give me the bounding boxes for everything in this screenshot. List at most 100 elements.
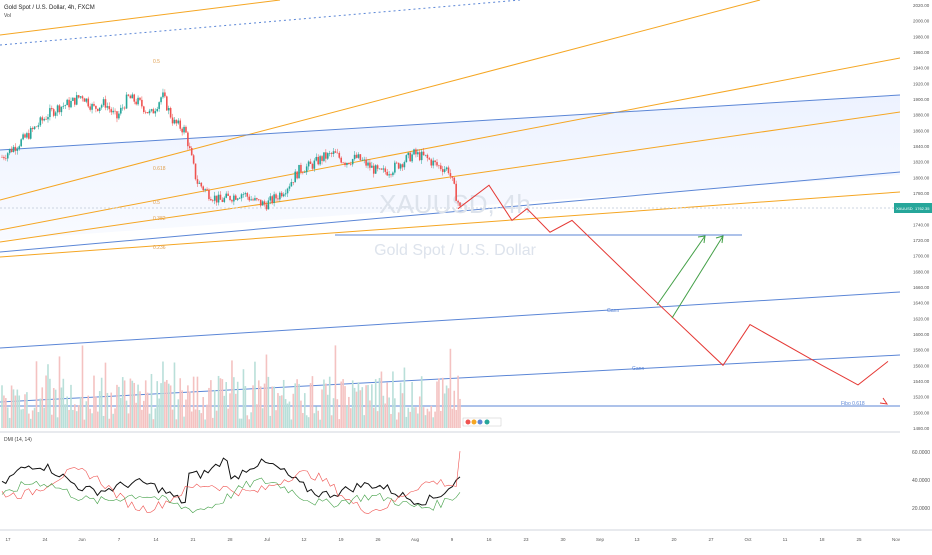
volume-bar: [355, 391, 358, 428]
candle-body: [200, 182, 203, 187]
volume-bar: [457, 375, 459, 428]
candle-body: [261, 201, 264, 206]
candle-body: [307, 161, 310, 167]
volume-bar: [37, 412, 40, 428]
volume-bar: [158, 398, 160, 428]
watermark-name: Gold Spot / U.S. Dollar: [374, 242, 537, 259]
candle-body: [388, 174, 390, 176]
candle-body: [323, 152, 325, 161]
volume-bar: [418, 396, 421, 428]
candle-body: [188, 146, 191, 149]
candle-body: [344, 162, 346, 165]
volume-bar: [22, 408, 24, 428]
candle-body: [221, 199, 224, 202]
candle-body: [395, 162, 398, 164]
volume-bar: [445, 385, 448, 428]
volume-bar: [367, 385, 369, 428]
volume-bar: [79, 396, 82, 428]
volume-bar: [317, 410, 319, 428]
candle-body: [401, 164, 404, 168]
volume-bar: [231, 360, 233, 428]
volume-bar: [200, 413, 203, 428]
volume-bar: [390, 413, 392, 428]
volume-bar: [378, 377, 381, 428]
fan-label: 0.618: [153, 166, 166, 172]
candle-body: [244, 193, 247, 195]
candle-body: [443, 169, 446, 172]
volume-bar: [127, 413, 130, 428]
volume-bar: [160, 383, 162, 428]
candle-body: [33, 126, 36, 130]
candle-body: [47, 117, 49, 120]
volume-bar: [202, 397, 205, 428]
candle-body: [148, 110, 151, 114]
volume-bars: [1, 345, 461, 428]
candle-body: [263, 201, 266, 205]
time-tick-label: Nov: [892, 537, 901, 542]
candle-body: [143, 106, 145, 112]
volume-bar: [64, 404, 67, 428]
price-tick-label: 1800.00: [913, 175, 930, 180]
volume-bar: [188, 391, 191, 428]
price-tick-label: 1720.00: [913, 238, 930, 243]
candle-body: [432, 160, 434, 166]
volume-bar: [242, 369, 245, 428]
candle-body: [242, 194, 245, 195]
candle-body: [430, 159, 433, 166]
volume-bar: [10, 385, 13, 428]
volume-bar: [102, 415, 105, 428]
candle-body: [146, 112, 149, 114]
volume-bar: [114, 408, 116, 428]
volume-bar: [420, 376, 423, 428]
price-axis[interactable]: [900, 0, 932, 432]
time-tick-label: 9: [451, 537, 454, 542]
price-tick-label: 1480.00: [913, 426, 930, 431]
fan-line: [0, 111, 901, 243]
candle-body: [26, 133, 28, 138]
volume-bar: [116, 384, 118, 428]
volume-bar: [177, 399, 180, 428]
candle-body: [173, 119, 176, 124]
volume-bar: [120, 397, 122, 428]
price-tick-label: 1560.00: [913, 363, 930, 368]
fan-label: 0.5: [153, 59, 160, 65]
price-tick-label: 1900.00: [913, 97, 930, 102]
volume-bar: [175, 419, 178, 428]
price-tick-label: 1880.00: [913, 113, 930, 118]
volume-bar: [192, 376, 195, 428]
candle-body: [384, 168, 387, 172]
volume-bar: [74, 404, 76, 428]
candle-body: [22, 134, 24, 140]
volume-bar: [179, 378, 182, 428]
volume-bar: [394, 398, 396, 428]
volume-bar: [85, 401, 88, 428]
candle-body: [144, 111, 147, 113]
candle-body: [411, 154, 413, 162]
candle-body: [18, 146, 21, 149]
candle-body: [83, 98, 86, 102]
candle-body: [397, 162, 400, 169]
volume-bar: [238, 418, 241, 428]
volume-bar: [98, 391, 101, 428]
candle-body: [217, 194, 220, 203]
volume-bar: [271, 386, 274, 428]
candle-body: [428, 158, 431, 160]
volume-bar: [233, 377, 235, 428]
time-tick-label: 20: [671, 537, 677, 542]
candle-body: [265, 204, 268, 210]
candle-body: [192, 155, 195, 164]
volume-bar: [56, 417, 59, 428]
volume-bar: [60, 387, 63, 428]
volume-bar: [198, 410, 201, 428]
candle-body: [296, 171, 298, 179]
candle-body: [371, 165, 373, 168]
event-markers[interactable]: [462, 417, 502, 427]
volume-bar: [41, 387, 44, 428]
volume-bar: [52, 388, 55, 428]
candle-body: [227, 193, 229, 196]
time-tick-label: 17: [5, 537, 11, 542]
candle-body: [254, 198, 256, 201]
volume-bar: [31, 410, 34, 428]
